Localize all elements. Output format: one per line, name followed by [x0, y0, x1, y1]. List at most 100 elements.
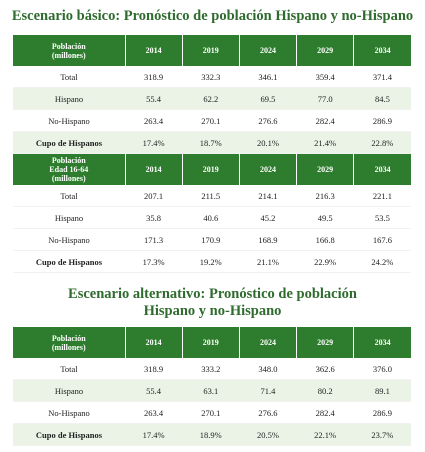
header-label: Población (millones)	[13, 35, 126, 66]
cell-value: 17.3%	[125, 250, 183, 273]
year-header: 2024	[239, 153, 298, 185]
table-row: Cupo de Hispanos 17.3% 19.2% 21.1% 22.9%…	[13, 250, 411, 273]
cell-value: 20.5%	[239, 423, 297, 446]
cell-value: 211.5	[182, 185, 240, 207]
cell-value: 333.2	[182, 358, 240, 380]
row-label: Hispano	[13, 206, 125, 229]
cell-value: 216.3	[296, 185, 354, 207]
header-label: Población Edad 16-64 (millones)	[13, 153, 126, 185]
cell-value: 17.4%	[125, 131, 183, 154]
year-header: 2024	[239, 327, 298, 358]
row-label: No-Hispano	[13, 401, 125, 424]
cell-value: 21.1%	[239, 250, 297, 273]
cell-value: 207.1	[125, 185, 183, 207]
row-label: No-Hispano	[13, 228, 125, 251]
cell-value: 282.4	[296, 109, 354, 132]
row-label: Hispano	[13, 87, 125, 110]
baseline-table: Población (millones) 2014 2019 2024 2029…	[13, 35, 411, 273]
cell-value: 40.6	[182, 206, 240, 229]
header-line: (millones)	[51, 342, 86, 352]
table-row: Hispano 55.4 63.1 71.4 80.2 89.1	[13, 379, 411, 402]
cell-value: 166.8	[296, 228, 354, 251]
cell-value: 171.3	[125, 228, 183, 251]
header-line: Población	[51, 156, 86, 165]
table-row: Cupo de Hispanos 17.4% 18.7% 20.1% 21.4%…	[13, 131, 411, 154]
cell-value: 22.8%	[353, 131, 411, 154]
cell-value: 89.1	[353, 379, 411, 402]
year-header: 2014	[125, 327, 183, 358]
cell-value: 22.9%	[296, 250, 354, 273]
cell-value: 18.9%	[182, 423, 240, 446]
year-header: 2034	[353, 153, 411, 185]
cell-value: 71.4	[239, 379, 297, 402]
cell-value: 214.1	[239, 185, 297, 207]
cell-value: 49.5	[296, 206, 354, 229]
row-label: Total	[13, 358, 125, 380]
header-line: Población	[51, 41, 86, 51]
year-header: 2014	[125, 153, 183, 185]
table-header: Población (millones) 2014 2019 2024 2029…	[13, 35, 411, 66]
cell-value: 318.9	[125, 66, 183, 88]
cell-value: 62.2	[182, 87, 240, 110]
cell-value: 286.9	[353, 109, 411, 132]
row-label: Hispano	[13, 379, 125, 402]
cell-value: 359.4	[296, 66, 354, 88]
cell-value: 77.0	[296, 87, 354, 110]
year-header: 2034	[353, 327, 411, 358]
row-label: Total	[13, 66, 125, 88]
section-title-line: Escenario alternativo: Pronóstico de pob…	[68, 286, 357, 302]
cell-value: 167.6	[353, 228, 411, 251]
cell-value: 17.4%	[125, 423, 183, 446]
table-header: Población Edad 16-64 (millones) 2014 201…	[13, 153, 411, 185]
cell-value: 286.9	[353, 401, 411, 424]
cell-value: 332.3	[182, 66, 240, 88]
header-line: (millones)	[51, 50, 86, 60]
cell-value: 348.0	[239, 358, 297, 380]
year-header: 2024	[239, 35, 298, 66]
cell-value: 362.6	[296, 358, 354, 380]
cell-value: 270.1	[182, 401, 240, 424]
year-header: 2019	[182, 327, 240, 358]
year-header: 2029	[296, 327, 355, 358]
table-row: Total 318.9 333.2 348.0 362.6 376.0	[13, 358, 411, 380]
table-row: Cupo de Hispanos 17.4% 18.9% 20.5% 22.1%…	[13, 423, 411, 446]
header-line: Población	[51, 333, 86, 343]
cell-value: 21.4%	[296, 131, 354, 154]
table-row: Hispano 55.4 62.2 69.5 77.0 84.5	[13, 87, 411, 110]
cell-value: 376.0	[353, 358, 411, 380]
cell-value: 55.4	[125, 87, 183, 110]
row-label: Cupo de Hispanos	[13, 131, 125, 154]
year-header: 2019	[182, 153, 240, 185]
year-header: 2034	[353, 35, 411, 66]
cell-value: 346.1	[239, 66, 297, 88]
cell-value: 84.5	[353, 87, 411, 110]
cell-value: 282.4	[296, 401, 354, 424]
row-label: Total	[13, 185, 125, 207]
cell-value: 53.5	[353, 206, 411, 229]
alternative-table: Población (millones) 2014 2019 2024 2029…	[13, 327, 411, 446]
header-label: Población (millones)	[13, 327, 126, 358]
header-line: (millones)	[51, 174, 86, 183]
cell-value: 80.2	[296, 379, 354, 402]
year-header: 2029	[296, 35, 355, 66]
cell-value: 276.6	[239, 401, 297, 424]
cell-value: 168.9	[239, 228, 297, 251]
table-row: Hispano 35.8 40.6 45.2 49.5 53.5	[13, 206, 411, 229]
year-header: 2029	[296, 153, 355, 185]
row-label: Cupo de Hispanos	[13, 423, 125, 446]
cell-value: 18.7%	[182, 131, 240, 154]
table-row: No-Hispano 171.3 170.9 168.9 166.8 167.6	[13, 228, 411, 251]
cell-value: 35.8	[125, 206, 183, 229]
cell-value: 20.1%	[239, 131, 297, 154]
cell-value: 263.4	[125, 109, 183, 132]
cell-value: 270.1	[182, 109, 240, 132]
section-title-line: Hispano y no-Hispano	[143, 303, 282, 319]
table-row: No-Hispano 263.4 270.1 276.6 282.4 286.9	[13, 401, 411, 424]
page-title: Escenario básico: Pronóstico de població…	[11, 8, 414, 24]
cell-value: 23.7%	[353, 423, 411, 446]
table-row: Total 207.1 211.5 214.1 216.3 221.1	[13, 185, 411, 207]
cell-value: 221.1	[353, 185, 411, 207]
cell-value: 45.2	[239, 206, 297, 229]
table-row: Total 318.9 332.3 346.1 359.4 371.4	[13, 66, 411, 88]
row-label: Cupo de Hispanos	[13, 250, 125, 273]
